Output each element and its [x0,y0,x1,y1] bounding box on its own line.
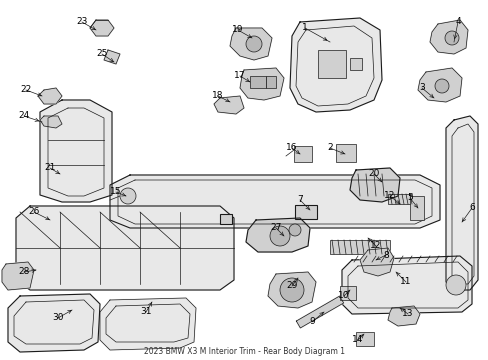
Bar [387,194,411,204]
Polygon shape [289,18,381,112]
Bar [265,76,275,88]
Text: 27: 27 [270,224,281,233]
Polygon shape [387,306,419,326]
Text: 28: 28 [18,267,30,276]
Text: 31: 31 [140,307,151,316]
Bar [294,205,316,219]
Polygon shape [341,256,471,314]
Bar [220,214,231,224]
Text: 13: 13 [402,310,413,319]
Polygon shape [16,206,234,290]
Text: 17: 17 [234,72,245,81]
Text: 12: 12 [384,192,395,201]
Circle shape [444,31,458,45]
Text: 19: 19 [232,26,243,35]
Circle shape [120,188,136,204]
Polygon shape [349,168,399,202]
Polygon shape [359,248,393,276]
Text: 21: 21 [44,163,56,172]
Polygon shape [40,100,112,202]
Text: 16: 16 [285,144,297,153]
Text: 8: 8 [382,251,388,260]
Text: 18: 18 [212,91,224,100]
Text: 25: 25 [96,49,107,58]
Text: 9: 9 [308,318,314,327]
Text: 29: 29 [286,282,297,291]
Text: 6: 6 [468,203,474,212]
Polygon shape [445,116,477,290]
Text: 5: 5 [407,194,412,202]
Text: 14: 14 [351,336,363,345]
Polygon shape [38,88,62,104]
Polygon shape [90,20,114,36]
Circle shape [288,224,301,236]
Bar [293,146,311,162]
Text: 15: 15 [110,188,122,197]
Polygon shape [429,20,467,54]
Text: 1: 1 [302,23,307,32]
Polygon shape [296,296,343,328]
Polygon shape [104,50,120,64]
Text: 2023 BMW X3 M Interior Trim - Rear Body Diagram 1: 2023 BMW X3 M Interior Trim - Rear Body … [143,347,345,356]
Circle shape [269,226,289,246]
Polygon shape [2,262,34,290]
Bar [349,58,361,70]
Text: 26: 26 [28,207,40,216]
Text: 11: 11 [400,278,411,287]
Polygon shape [229,28,271,60]
Polygon shape [240,68,284,100]
Text: 10: 10 [338,292,349,301]
Circle shape [445,275,465,295]
Text: 24: 24 [19,112,30,121]
Circle shape [280,278,304,302]
Text: 3: 3 [418,84,424,93]
Polygon shape [8,294,100,352]
Bar [329,240,389,254]
Text: 2: 2 [326,144,332,153]
Polygon shape [245,218,309,252]
Text: 22: 22 [20,85,32,94]
Bar [355,332,373,346]
Text: 20: 20 [367,170,379,179]
Circle shape [434,79,448,93]
Text: 7: 7 [297,195,302,204]
Bar [317,50,346,78]
Polygon shape [214,96,244,114]
Bar [249,76,265,88]
Circle shape [245,36,262,52]
Bar [339,286,355,300]
Text: 12: 12 [369,242,381,251]
Polygon shape [40,116,62,128]
Polygon shape [267,272,315,308]
Polygon shape [417,68,461,102]
Bar [335,144,355,162]
Text: 30: 30 [52,314,63,323]
Polygon shape [110,175,439,228]
Bar [409,196,423,220]
Text: 23: 23 [76,18,87,27]
Text: 4: 4 [454,18,460,27]
Polygon shape [100,298,196,350]
